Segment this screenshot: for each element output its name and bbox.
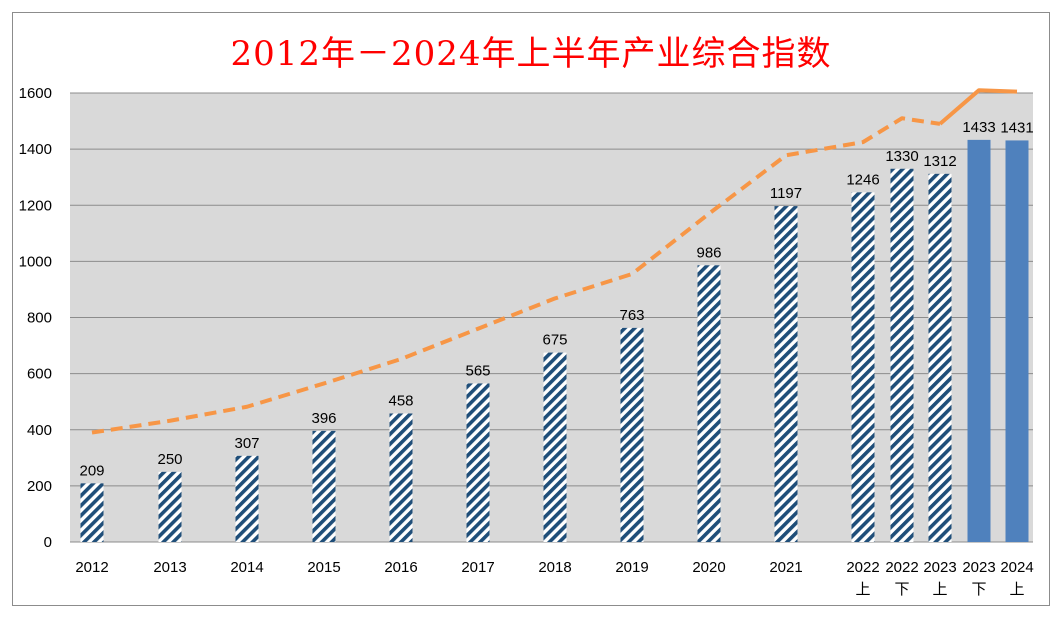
data-label: 565 [465,362,490,379]
bar [967,139,991,542]
bar [80,483,104,542]
bar [890,168,914,543]
chart-title: 2012年－2024年上半年产业综合指数 [230,34,832,74]
x-tick-label: 2014 [230,559,263,576]
x-tick-label: 2012 [75,559,108,576]
y-tick-label: 0 [44,534,52,551]
data-label: 986 [696,244,721,261]
y-tick-label: 400 [27,422,52,439]
bar [697,265,721,542]
data-label: 1246 [846,171,879,188]
x-tick-label: 2024 上 [1000,559,1033,598]
x-tick-label: 2023 下 [962,559,995,598]
bar [389,413,413,542]
y-tick-label: 1400 [19,141,52,158]
bar [774,206,798,543]
bar [312,430,336,542]
bar [466,383,490,542]
y-tick-label: 1000 [19,253,52,270]
bar [851,192,875,542]
data-label: 1197 [770,185,802,202]
data-label: 209 [79,462,104,479]
bar [928,173,952,542]
data-label: 250 [157,451,182,468]
data-label: 1330 [885,148,918,165]
data-label: 1431 [1000,119,1033,136]
x-tick-label: 2022 上 [846,559,879,598]
data-label: 1433 [962,119,995,136]
data-label: 1312 [923,153,956,170]
trend-line-solid [938,88,1018,126]
bar [158,471,182,542]
x-tick-label: 2016 [384,559,417,576]
y-tick-label: 1600 [19,85,52,102]
x-tick-label: 2013 [153,559,186,576]
data-label: 307 [234,435,259,452]
x-tick-label: 2015 [307,559,340,576]
x-tick-label: 2019 [615,559,648,576]
data-label: 396 [311,410,336,427]
x-tick-label: 2021 [769,559,802,576]
x-tick-label: 2020 [692,559,725,576]
bar [543,352,567,542]
y-tick-label: 1200 [19,197,52,214]
x-tick-label: 2017 [461,559,494,576]
bar [1005,140,1029,542]
data-label: 458 [388,392,413,409]
y-tick-label: 200 [27,478,52,495]
data-label: 675 [542,332,567,349]
y-tick-label: 800 [27,310,52,327]
trend-line-dashed [91,116,941,435]
bar [620,327,644,542]
x-tick-label: 2018 [538,559,571,576]
y-tick-label: 600 [27,366,52,383]
data-label: 763 [619,307,644,324]
x-tick-label: 2023 上 [923,559,956,598]
x-tick-label: 2022 下 [885,559,918,598]
bar [235,455,259,542]
